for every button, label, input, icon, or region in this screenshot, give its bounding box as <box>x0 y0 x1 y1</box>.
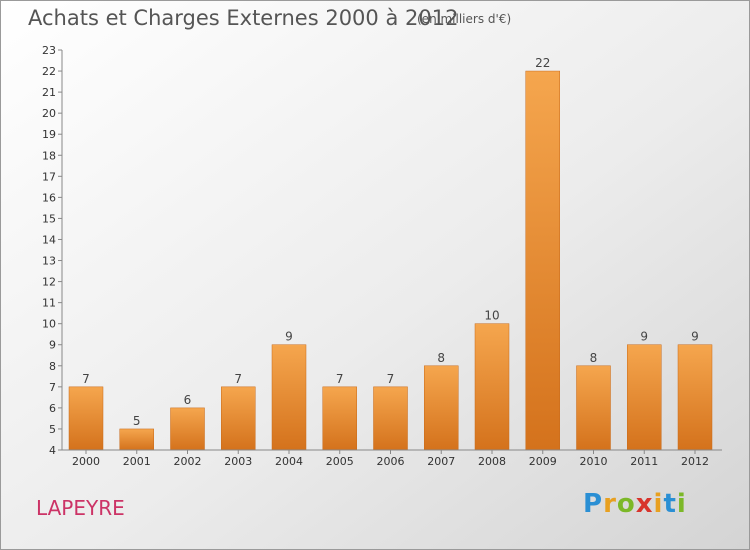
y-tick-label: 5 <box>49 423 56 436</box>
bar-2010 <box>576 365 611 451</box>
bars: 7 5 6 7 9 7 7 8 10 22 8 9 9 <box>68 56 713 451</box>
y-tick-label: 12 <box>42 276 56 289</box>
x-tick-label-2006: 2006 <box>377 455 405 468</box>
y-tick-label: 15 <box>42 212 56 225</box>
value-label-2002: 6 <box>184 393 192 407</box>
value-label-2004: 9 <box>285 330 293 344</box>
value-label-2003: 7 <box>234 372 242 386</box>
x-tick-label-2002: 2002 <box>174 455 202 468</box>
commune-name: LAPEYRE <box>36 496 125 520</box>
x-tick-label-2011: 2011 <box>630 455 658 468</box>
x-tick-label-2009: 2009 <box>529 455 557 468</box>
value-label-2011: 9 <box>640 330 648 344</box>
proxiti-logo: Proxiti <box>583 489 687 519</box>
y-tick-label: 6 <box>49 402 56 415</box>
value-label-2006: 7 <box>387 372 395 386</box>
x-tick-label-2003: 2003 <box>224 455 252 468</box>
y-tick-label: 20 <box>42 107 56 120</box>
x-axis: 2000 2001 2002 2003 2004 2005 2006 2007 2008 2009… <box>62 449 722 468</box>
bar-2011 <box>627 344 662 451</box>
x-tick-label-2005: 2005 <box>326 455 354 468</box>
y-tick-label: 18 <box>42 149 56 162</box>
bar-2009 <box>525 70 560 451</box>
y-tick-label: 14 <box>42 233 56 246</box>
y-tick-label: 10 <box>42 318 56 331</box>
bar-2008 <box>474 323 510 451</box>
y-tick-label: 4 <box>49 444 56 457</box>
value-label-2012: 9 <box>691 330 699 344</box>
y-tick-label: 21 <box>42 86 56 99</box>
bar-2000 <box>68 386 104 451</box>
y-tick-label: 8 <box>49 360 56 373</box>
y-tick-label: 9 <box>49 339 56 352</box>
value-label-2008: 10 <box>484 309 499 323</box>
chart-title: Achats et Charges Externes 2000 à 2012 <box>28 6 459 30</box>
bar-2007 <box>424 365 459 451</box>
y-tick-label: 7 <box>49 381 56 394</box>
value-label-2007: 8 <box>437 351 445 365</box>
chart-subtitle: (en milliers d'€) <box>417 12 512 26</box>
y-tick-label: 13 <box>42 255 56 268</box>
x-tick-label-2004: 2004 <box>275 455 303 468</box>
y-tick-label: 19 <box>42 128 56 141</box>
value-label-2010: 8 <box>590 351 598 365</box>
bar-2004 <box>271 344 307 451</box>
x-tick-label-2008: 2008 <box>478 455 506 468</box>
y-tick-label: 17 <box>42 170 56 183</box>
y-tick-label: 11 <box>42 297 56 310</box>
bar-2001 <box>119 428 154 451</box>
y-tick-label: 22 <box>42 65 56 78</box>
x-tick-label-2001: 2001 <box>123 455 151 468</box>
bar-2002 <box>170 407 205 451</box>
x-tick-label-2000: 2000 <box>72 455 100 468</box>
value-label-2009: 22 <box>535 56 550 70</box>
x-tick-label-2012: 2012 <box>681 455 709 468</box>
bar-2012 <box>677 344 713 451</box>
bar-2006 <box>373 386 408 451</box>
bar-2005 <box>322 386 357 451</box>
x-tick-label-2010: 2010 <box>580 455 608 468</box>
x-tick-label-2007: 2007 <box>427 455 455 468</box>
value-label-2001: 5 <box>133 414 141 428</box>
y-tick-label: 16 <box>42 191 56 204</box>
y-tick-label: 23 <box>42 44 56 57</box>
value-label-2005: 7 <box>336 372 344 386</box>
bar-2003 <box>221 386 256 451</box>
y-axis: 4 5 6 7 8 9 10 11 12 13 14 15 16 17 18 19 20 21 22 23 <box>42 44 63 457</box>
value-label-2000: 7 <box>82 372 90 386</box>
